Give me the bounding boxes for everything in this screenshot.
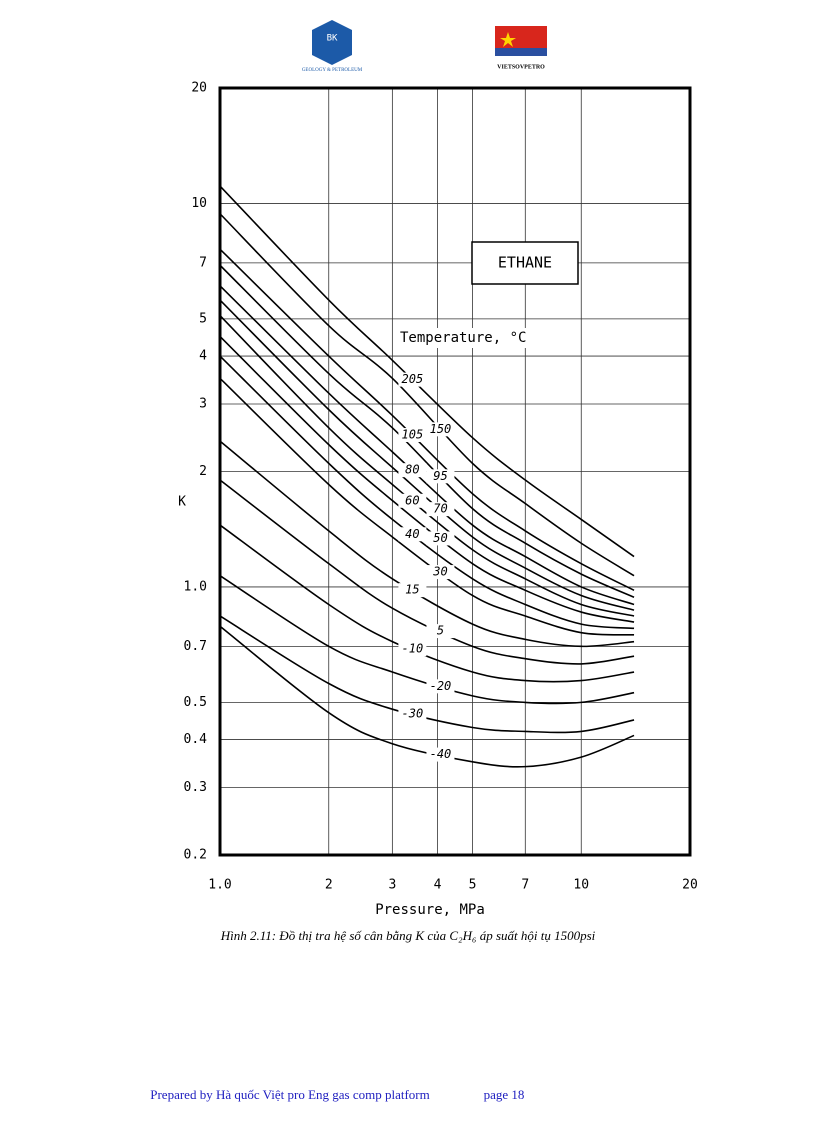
x-tick-label: 20: [682, 878, 698, 893]
x-tick-label: 3: [388, 878, 396, 893]
series-label: 30: [432, 565, 447, 579]
series-label-bg: [426, 531, 455, 546]
series-line: [219, 355, 635, 630]
series-label: 95: [433, 469, 447, 483]
x-tick-label: 5: [469, 878, 477, 893]
series-label: -20: [430, 679, 452, 693]
series-label: 80: [405, 463, 419, 477]
y-axis-label: K: [178, 495, 186, 510]
y-tick-label: 3: [199, 396, 207, 411]
series-label: 40: [405, 527, 419, 541]
y-tick-label: 5: [199, 311, 207, 326]
series-label-bg: [426, 565, 455, 580]
x-tick-label: 1.0: [208, 878, 231, 893]
series-line: [219, 213, 635, 577]
series-label-bg: [426, 469, 455, 484]
x-tick-label: 2: [325, 878, 333, 893]
series-label-bg: [398, 372, 427, 387]
right-logo-star: [500, 32, 516, 47]
series-label-bg: [426, 502, 455, 517]
y-tick-label: 0.3: [184, 780, 207, 795]
series-label: 70: [433, 502, 447, 516]
series-label-bg: [398, 527, 427, 542]
series-line: [219, 315, 635, 617]
y-tick-label: 0.2: [184, 848, 207, 863]
series-label-bg: [398, 706, 427, 721]
right-logo-stripe: [495, 48, 547, 56]
y-tick-label: 1.0: [184, 579, 207, 594]
plot-frame: [218, 86, 692, 857]
y-tick-label: 0.4: [184, 732, 208, 747]
y-tick-label: 4: [199, 349, 207, 364]
footer-page: page 18: [484, 1087, 525, 1102]
series-label-bg: [398, 583, 427, 598]
y-tick-label: 0.5: [184, 695, 207, 710]
series-label-bg: [426, 624, 455, 639]
series-label: 15: [405, 583, 419, 597]
left-logo-caption: GEOLOGY & PETROLEUM: [302, 68, 363, 73]
x-axis-label: Pressure, MPa: [375, 902, 485, 918]
title-box: [471, 241, 579, 285]
series-label: 50: [433, 531, 447, 545]
series-label: 60: [405, 493, 419, 507]
left-logo: [312, 20, 352, 65]
chart: 0.2 0.3 0.4 0.5 0.7 1.0 2 3 4 5 7 10 20 1.0 2 3 4 5 7 10 20 E…: [178, 81, 698, 919]
y-tick-label: 2: [199, 464, 207, 479]
x-tick-label: 4: [434, 878, 442, 893]
chart-title: ETHANE: [498, 254, 552, 272]
series-label-bg: [398, 463, 427, 478]
series-label: -30: [402, 706, 424, 720]
series-line: [219, 524, 635, 683]
x-tick-label: 10: [573, 878, 589, 893]
series-line: [219, 615, 635, 734]
series-label-bg: [426, 679, 455, 694]
series-label-bg: [398, 428, 427, 443]
left-logo-text: BK: [327, 34, 338, 44]
y-tick-label: 0.7: [184, 639, 207, 654]
series-label: 105: [402, 428, 424, 442]
series-label: 205: [402, 372, 424, 386]
series-label-bg: [398, 642, 427, 657]
series-line: [219, 479, 635, 665]
series-label: -10: [402, 642, 424, 656]
series-label: -40: [430, 747, 452, 761]
legend-title: Temperature, °C: [400, 330, 526, 346]
series-line: [219, 285, 635, 606]
right-logo-caption: VIETSOVPETRO: [497, 64, 545, 70]
y-tick-label: 7: [199, 255, 207, 270]
y-tick-label: 20: [191, 81, 207, 96]
series-line: [219, 440, 635, 648]
series-label: 5: [437, 624, 444, 638]
footer-text: Prepared by Hà quốc Việt pro Eng gas com…: [150, 1087, 430, 1102]
y-tick-label: 10: [191, 196, 207, 211]
series-label-bg: [426, 422, 455, 437]
series-line: [219, 185, 635, 558]
legend-title-bg: [398, 328, 554, 348]
series-label-bg: [398, 493, 427, 508]
x-tick-label: 7: [521, 878, 529, 893]
caption: Hình 2.11: Đồ thị tra hệ số cân bằng K c…: [220, 928, 596, 943]
series-label: 150: [430, 422, 452, 436]
series-label-bg: [426, 747, 455, 762]
